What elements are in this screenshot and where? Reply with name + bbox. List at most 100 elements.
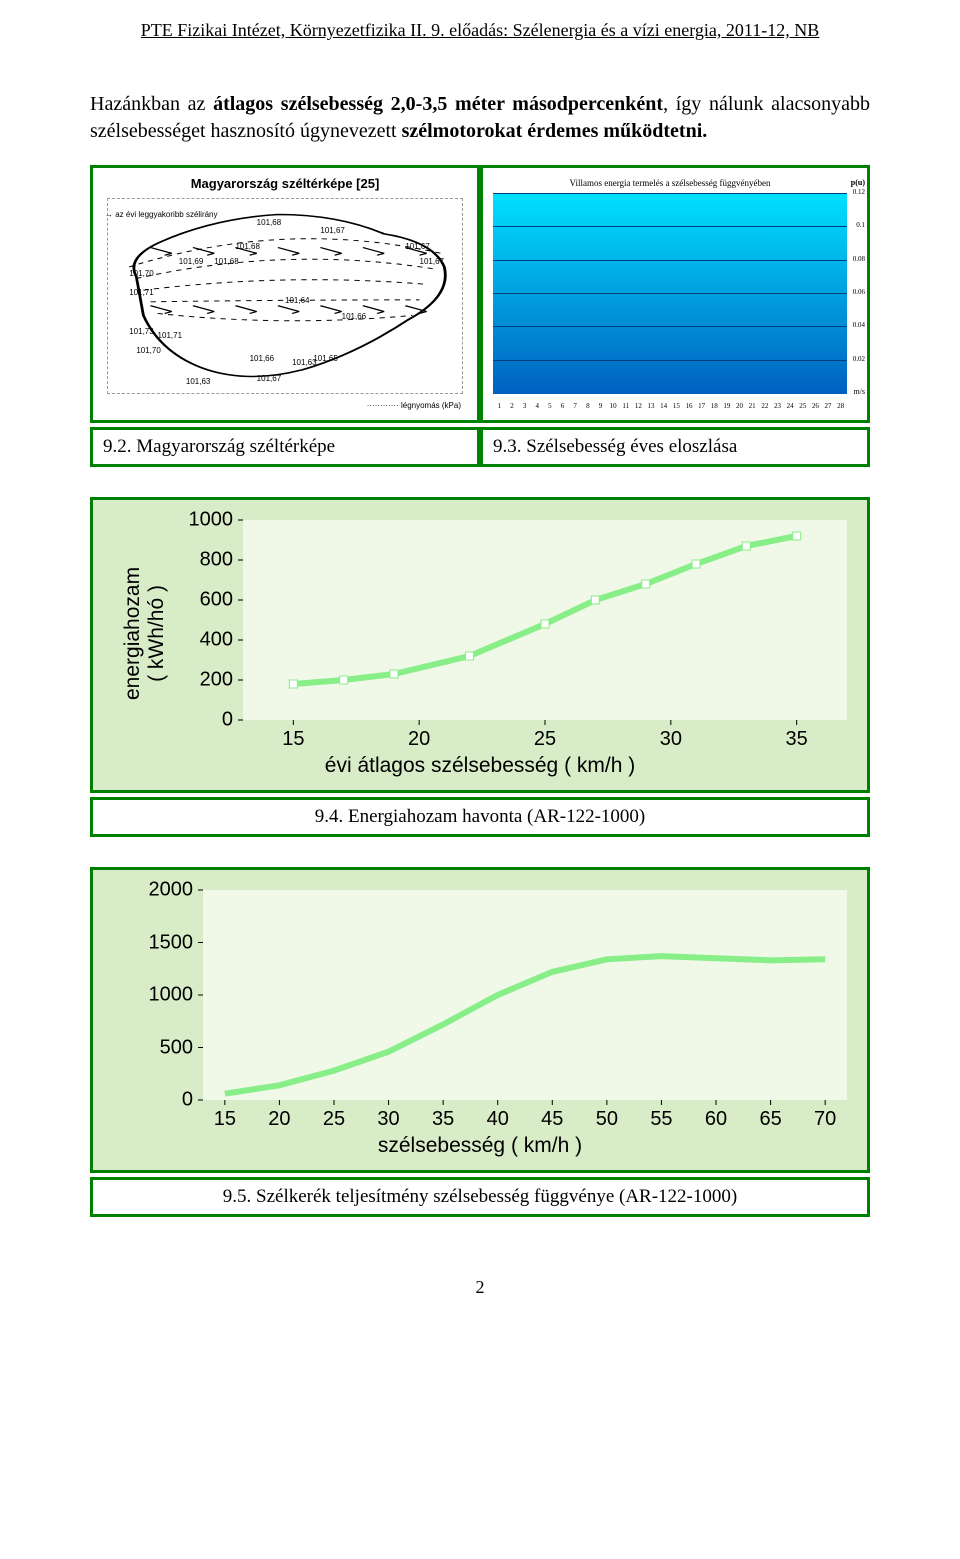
dist-xtick: 25 [799, 402, 806, 410]
figure-9-5-box: szélsebesség ( km/h ) 050010001500200015… [90, 867, 870, 1173]
figure-row-1: Magyarország széltérképe [25] 101,68 101,… [90, 165, 870, 423]
map-wind-legend-text: az évi leggyakoribb szélirány [115, 210, 217, 219]
dist-xtick: 9 [599, 402, 603, 410]
dist-ytick: 0.04 [853, 321, 865, 329]
chart95-svg [93, 870, 867, 1170]
chart-xtick: 30 [377, 1108, 399, 1131]
figure-9-2-box: Magyarország széltérképe [25] 101,68 101,… [90, 165, 480, 423]
page-header: PTE Fizikai Intézet, Környezetfizika II.… [90, 20, 870, 41]
dist-gridline [493, 226, 847, 227]
map-title: Magyarország széltérképe [25] [99, 174, 471, 191]
map-pressure-label: 101,63 [186, 377, 210, 386]
map-wind-legend: → az évi leggyakoribb szélirány [105, 210, 218, 219]
chart-xtick: 40 [487, 1108, 509, 1131]
dist-xtick: 6 [561, 402, 565, 410]
dist-xtick: 1 [498, 402, 502, 410]
chart-xtick: 35 [432, 1108, 454, 1131]
dist-gridline [493, 360, 847, 361]
chart-ytick: 0 [93, 1089, 193, 1112]
dist-gridline [493, 193, 847, 194]
map-pressure-label: 101,73 [129, 327, 153, 336]
dist-xtick: 12 [635, 402, 642, 410]
chart-xtick: 25 [323, 1108, 345, 1131]
dist-xlabel: m/s [853, 387, 865, 396]
map-pressure-label: 101,70 [136, 346, 160, 355]
chart-xtick: 30 [660, 728, 682, 751]
dist-xtick: 20 [736, 402, 743, 410]
chart-ytick: 600 [93, 589, 233, 612]
dist-xtick: 14 [660, 402, 667, 410]
dist-xtick: 27 [825, 402, 832, 410]
dist-xtick: 24 [787, 402, 794, 410]
map-pressure-label: 101,68 [235, 242, 259, 251]
dist-xtick: 26 [812, 402, 819, 410]
caption-9-2: 9.2. Magyarország széltérképe [90, 427, 480, 467]
dist-ytick: 0.06 [853, 288, 865, 296]
chart-xtick: 25 [534, 728, 556, 751]
dist-xtick: 4 [536, 402, 540, 410]
hungary-wind-map: Magyarország széltérképe [25] 101,68 101,… [99, 174, 471, 414]
dist-ytick: 0.12 [853, 188, 865, 196]
energy-yield-chart: energiahozam( kWh/hó ) évi átlagos széls… [93, 500, 867, 790]
map-pressure-label: 101,67 [420, 257, 444, 266]
body-paragraph: Hazánkban az átlagos szélsebesség 2,0-3,… [90, 91, 870, 145]
dist-gridline [493, 293, 847, 294]
caption-9-3: 9.3. Szélsebesség éves eloszlása [480, 427, 870, 467]
dist-ylabel: p(u) [851, 178, 865, 187]
dist-xtick: 2 [510, 402, 514, 410]
dist-xtick: 17 [698, 402, 705, 410]
map-pressure-legend-text: légnyomás (kPa) [401, 401, 461, 410]
dist-title: Villamos energia termelés a szélsebesség… [493, 178, 847, 188]
chart-ytick: 800 [93, 549, 233, 572]
chart-xtick: 50 [596, 1108, 618, 1131]
chart-xtick: 45 [541, 1108, 563, 1131]
dist-xtick: 15 [673, 402, 680, 410]
caption-9-4: 9.4. Energiahozam havonta (AR-122-1000) [90, 797, 870, 837]
dist-xtick: 21 [749, 402, 756, 410]
wind-distribution-chart: p(u) m/s Villamos energia termelés a szé… [483, 174, 867, 414]
map-pressure-label: 101,69 [179, 257, 203, 266]
map-pressure-label: 101,71 [129, 288, 153, 297]
dist-xtick: 10 [610, 402, 617, 410]
chart-xtick: 60 [705, 1108, 727, 1131]
chart-xtick: 20 [268, 1108, 290, 1131]
map-pressure-label: 101,64 [285, 296, 309, 305]
dist-gridline [493, 326, 847, 327]
figure-9-4-box: energiahozam( kWh/hó ) évi átlagos széls… [90, 497, 870, 793]
chart-ytick: 400 [93, 629, 233, 652]
map-pressure-label: 101,65 [313, 354, 337, 363]
chart-xtick: 20 [408, 728, 430, 751]
map-pressure-label: 101,68 [257, 218, 281, 227]
map-pressure-label: 101,68 [214, 257, 238, 266]
dist-gridline [493, 260, 847, 261]
dist-ytick: 0.1 [856, 221, 865, 229]
map-pressure-label: 101,66 [250, 354, 274, 363]
chart-ytick: 0 [93, 709, 233, 732]
dist-xtick: 16 [685, 402, 692, 410]
map-pressure-label: 101,71 [158, 331, 182, 340]
dist-xtick: 13 [648, 402, 655, 410]
caption-9-5: 9.5. Szélkerék teljesítmény szélsebesség… [90, 1177, 870, 1217]
map-pressure-label: 101,67 [320, 226, 344, 235]
caption-row-1: 9.2. Magyarország széltérképe 9.3. Széls… [90, 427, 870, 467]
dist-xtick: 18 [711, 402, 718, 410]
dist-xtick: 11 [622, 402, 629, 410]
chart-ytick: 500 [93, 1036, 193, 1059]
dist-xtick: 22 [761, 402, 768, 410]
power-curve-chart: szélsebesség ( km/h ) 050010001500200015… [93, 870, 867, 1170]
map-pressure-label: 101,67 [257, 374, 281, 383]
chart-ytick: 200 [93, 669, 233, 692]
chart-ytick: 1000 [93, 984, 193, 1007]
chart-xtick: 35 [786, 728, 808, 751]
dist-xtick: 23 [774, 402, 781, 410]
chart-xtick: 15 [282, 728, 304, 751]
dist-ytick: 0.02 [853, 355, 865, 363]
dist-xtick: 8 [586, 402, 590, 410]
dist-xtick: 19 [723, 402, 730, 410]
dist-xtick: 5 [548, 402, 552, 410]
page-number: 2 [90, 1277, 870, 1298]
chart-xtick: 70 [814, 1108, 836, 1131]
figure-9-3-box: p(u) m/s Villamos energia termelés a szé… [480, 165, 870, 423]
map-pressure-legend: ············ légnyomás (kPa) [367, 401, 461, 410]
chart-ytick: 1500 [93, 931, 193, 954]
